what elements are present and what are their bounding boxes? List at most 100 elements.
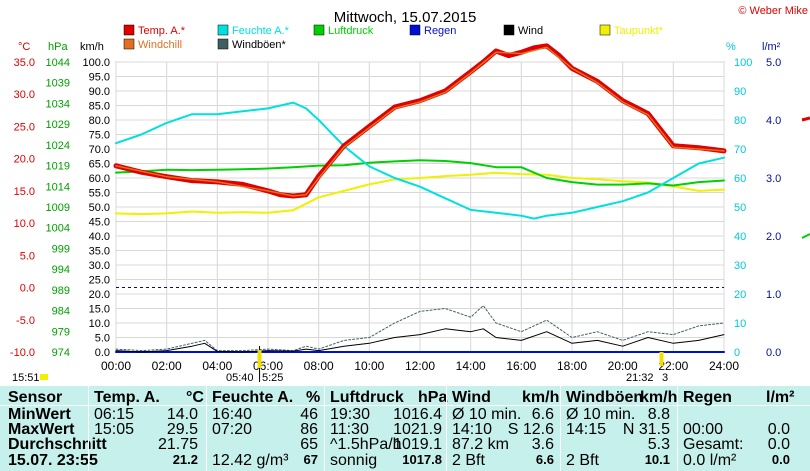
stats-cell-press-time: sonnig <box>330 452 378 469</box>
stats-cell-rain: 0.0 <box>771 452 790 467</box>
stats-cell-wind: 3.6 <box>531 436 554 453</box>
humidity-tick-label: 90 <box>734 86 746 98</box>
pressure-tick-label: 1024 <box>46 140 70 152</box>
wind-tick-label: 25.0 <box>89 275 110 287</box>
sun-marker2-label: 3 <box>662 372 668 384</box>
wind-tick-label: 60.0 <box>89 173 110 185</box>
humidity-tick-label: 50 <box>734 202 746 214</box>
stats-cell-temp: 14.0 <box>166 406 198 423</box>
stats-header-rain: Regen <box>683 389 732 406</box>
x-tick-label: 04:00 <box>202 359 232 373</box>
stats-cell-wind: 6.6 <box>531 406 554 423</box>
pressure-tick-label: 1039 <box>46 78 70 90</box>
stats-cell-gust: N 31.5 <box>622 421 670 438</box>
stats-header-sensor: Sensor <box>8 389 63 406</box>
stats-header-wind-unit: km/h <box>522 389 560 406</box>
series-line-wind <box>115 328 725 353</box>
temp-tick-label: 15.0 <box>14 186 35 198</box>
legend-label: Regen <box>424 25 456 37</box>
chart-title: Mittwoch, 15.07.2015 <box>334 9 477 26</box>
pressure-tick-label: 979 <box>52 326 70 338</box>
humidity-tick-label: 0 <box>734 347 740 359</box>
stats-cell-press-time: 11:30 <box>330 421 369 438</box>
sun-marker1-label: 5:25 <box>262 372 283 384</box>
series-line-feuchtea <box>115 101 725 220</box>
wind-tick-label: 20.0 <box>89 289 110 301</box>
sunset-label: 21:32 <box>626 372 654 384</box>
rain-axis-unit: l/m² <box>762 41 781 53</box>
stats-cell-gust: 8.8 <box>647 406 670 423</box>
humidity-tick-label: 40 <box>734 231 746 243</box>
stats-cell-wind-label: 2 Bft <box>452 452 485 469</box>
rain-tick-label: 2.0 <box>766 231 781 243</box>
wind-axis-unit: km/h <box>80 41 104 53</box>
pressure-tick-label: 1004 <box>46 223 70 235</box>
stats-cell-rain-label: 0.0 l/m² <box>683 452 737 469</box>
stats-cell-hum: 86 <box>300 421 318 438</box>
temp-tick-label: 35.0 <box>14 57 35 69</box>
x-tick-label: 24:00 <box>709 359 739 373</box>
humidity-tick-label: 80 <box>734 115 746 127</box>
legend-swatch <box>217 24 229 36</box>
stats-header-gust-unit: km/h <box>640 389 678 406</box>
stats-divider <box>0 405 810 406</box>
humidity-tick-label: 20 <box>734 289 746 301</box>
day-length-label: 15:51 <box>12 372 40 384</box>
rain-tick-label: 4.0 <box>766 115 781 127</box>
pressure-axis-unit: hPa <box>48 41 68 53</box>
legend-label: Wind <box>518 25 543 37</box>
stats-header-gust: Windböen <box>566 389 644 406</box>
humidity-tick-label: 60 <box>734 173 746 185</box>
x-tick-label: 22:00 <box>658 359 688 373</box>
stats-cell-label: Durchschnitt <box>8 436 107 453</box>
stats-header-rain-unit: l/m² <box>766 389 795 406</box>
humidity-tick-label: 30 <box>734 260 746 272</box>
legend-swatch <box>123 24 135 36</box>
wind-tick-label: 45.0 <box>89 217 110 229</box>
stats-cell-hum: 46 <box>300 406 318 423</box>
pressure-tick-label: 1009 <box>46 202 70 214</box>
wind-tick-label: 90.0 <box>89 86 110 98</box>
legend-swatch <box>123 38 135 50</box>
series-line-windben <box>115 305 725 352</box>
stats-cell-label: 15.07. 23:55 <box>8 452 98 469</box>
x-tick-label: 10:00 <box>354 359 384 373</box>
edge-fragment <box>801 233 810 239</box>
x-tick-label: 12:00 <box>405 359 435 373</box>
x-tick-label: 16:00 <box>506 359 536 373</box>
stats-cell-gust: 10.1 <box>644 452 670 467</box>
stats-cell-rain: 0.0 <box>767 436 790 453</box>
stats-sep <box>446 386 447 471</box>
humidity-tick-label: 100 <box>734 57 752 69</box>
stats-cell-temp-time: 15:05 <box>94 421 135 438</box>
legend-swatch <box>409 24 421 36</box>
stats-cell-wind: 6.6 <box>535 452 554 467</box>
stats-cell-gust-label: 2 Bft <box>566 452 599 469</box>
temp-axis-unit: °C <box>18 41 30 53</box>
temp-tick-label: -5.0 <box>16 315 35 327</box>
stats-cell-press-time: 19:30 <box>330 406 371 423</box>
humidity-axis-unit: % <box>726 41 736 53</box>
stats-cell-temp: 21.2 <box>172 452 198 467</box>
x-tick-label: 06:00 <box>253 359 283 373</box>
stats-header-press-unit: hPa <box>418 389 448 406</box>
stats-header-hum-unit: % <box>306 389 321 406</box>
stats-cell-label: MaxWert <box>8 421 75 438</box>
humidity-tick-label: 10 <box>734 318 746 330</box>
weather-chart: 35.030.025.020.015.010.05.00.0-5.0-10.01… <box>10 5 810 384</box>
stats-cell-gust: 5.3 <box>647 436 670 453</box>
stats-cell-hum: 65 <box>300 436 318 453</box>
wind-tick-label: 35.0 <box>89 246 110 258</box>
temp-tick-label: -10.0 <box>10 347 35 359</box>
pressure-tick-label: 984 <box>52 306 70 318</box>
pressure-tick-label: 1044 <box>46 57 70 69</box>
pressure-tick-label: 974 <box>52 347 70 359</box>
stats-cell-press: 1019.1 <box>393 436 442 453</box>
legend-swatch <box>599 24 611 36</box>
x-tick-label: 18:00 <box>557 359 587 373</box>
legend-label: Temp. A.* <box>138 25 186 37</box>
stats-sep <box>677 386 678 471</box>
pressure-tick-label: 1029 <box>46 119 70 131</box>
stats-cell-rain-label: 00:00 <box>683 421 724 438</box>
legend-swatch <box>313 24 325 36</box>
